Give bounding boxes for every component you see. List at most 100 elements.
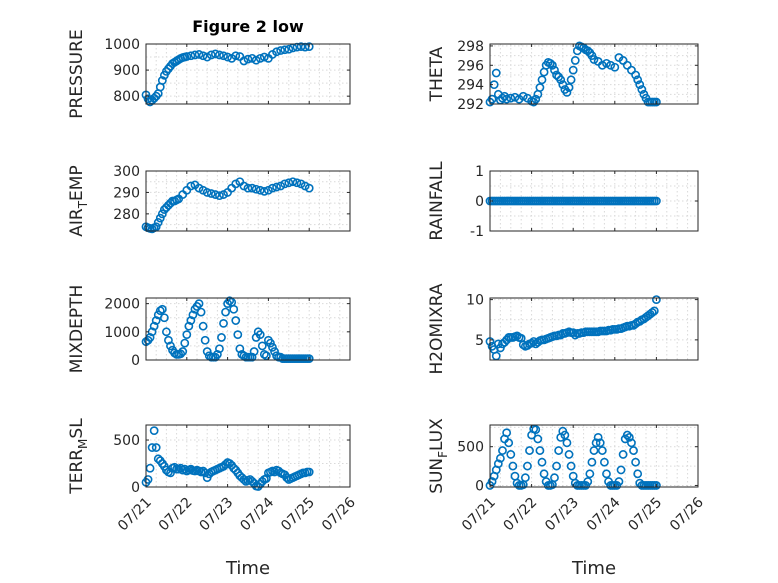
panel-6: 5 10 H2OMIXRA [427, 283, 699, 375]
x-tick-label: 07/21 [115, 495, 155, 535]
data-point [247, 183, 257, 193]
data-point [539, 469, 549, 479]
axes-frame [145, 424, 351, 488]
data-point [652, 295, 661, 305]
y-axis-label-rest: EMP [67, 165, 87, 201]
data-point [147, 443, 157, 452]
y-axis-label-rest: SL [67, 418, 87, 439]
data-point [182, 330, 192, 340]
y-tick-label: -1 [470, 224, 484, 240]
data-point [282, 473, 292, 483]
data-point [587, 457, 597, 467]
data-point [151, 222, 161, 232]
data-point [566, 75, 576, 85]
y-axis-label-main: TERR [67, 449, 87, 495]
x-tick-label: 07/25 [625, 495, 665, 535]
data-point [602, 58, 611, 68]
data-point [564, 450, 574, 459]
data-point [296, 42, 306, 52]
y-axis-label-rest: LUX [427, 418, 447, 451]
data-point [251, 184, 261, 194]
x-tick-label: 07/22 [156, 495, 196, 535]
data-point [566, 461, 576, 471]
y-axis-label-main: THETA [427, 46, 447, 102]
data-point [518, 91, 528, 101]
y-tick-label: 1000 [104, 325, 140, 341]
data-point [202, 347, 212, 356]
data-point [554, 446, 564, 455]
data-point [251, 55, 261, 65]
y-tick-label: 280 [113, 207, 140, 223]
y-axis-label-main: H2OMIXRA [427, 283, 447, 374]
data-point [221, 307, 230, 317]
data-point [202, 188, 212, 197]
data-point [602, 469, 611, 479]
data-point [498, 446, 507, 455]
y-axis-label-subscript: T [76, 200, 90, 209]
data-point [487, 94, 497, 104]
data-point [153, 218, 163, 227]
y-tick-label: 5 [475, 333, 484, 349]
data-point [143, 475, 153, 484]
axes-frame [489, 43, 699, 105]
data-point [292, 178, 302, 188]
data-point [595, 438, 605, 448]
data-point [210, 49, 220, 59]
data-point [647, 308, 657, 317]
data-point [535, 83, 545, 92]
data-point [231, 316, 241, 325]
data-point [556, 75, 566, 85]
x-tick-label: 07/25 [278, 495, 318, 535]
y-axis-label-main: PRESSURE [67, 29, 87, 118]
y-tick-label: 900 [113, 63, 140, 79]
data-point [537, 457, 547, 467]
data-point [210, 190, 220, 199]
data-point [272, 182, 281, 192]
data-point [255, 330, 265, 340]
data-point [570, 56, 580, 65]
data-point [170, 462, 179, 472]
data-point [206, 189, 216, 198]
y-axis-label: MIXDEPTH [67, 285, 87, 374]
axes-frame [145, 170, 351, 232]
axes-background [145, 43, 351, 105]
y-axis-label: PRESSURE [67, 29, 87, 118]
data-point [564, 83, 574, 92]
data-point [249, 347, 259, 356]
data-point [280, 45, 290, 55]
data-point [562, 87, 572, 97]
data-point [614, 477, 624, 486]
data-point [161, 327, 171, 337]
data-point [652, 97, 661, 107]
x-tick-label: 07/22 [501, 495, 541, 535]
data-point [288, 177, 298, 187]
y-axis-label-main: RAINFALL [427, 161, 447, 241]
y-tick-label: 298 [457, 39, 484, 55]
chart-title: Figure 2 low [192, 17, 304, 36]
data-point [583, 477, 593, 486]
data-point [180, 338, 190, 348]
data-point [502, 428, 512, 438]
data-point [268, 342, 277, 352]
data-point [157, 76, 167, 85]
data-point [550, 473, 559, 483]
data-point [272, 47, 281, 57]
y-tick-label: 2000 [104, 297, 140, 313]
data-point [523, 461, 532, 471]
data-point [200, 335, 210, 345]
data-point [182, 52, 192, 61]
data-point [304, 467, 314, 477]
data-point [510, 92, 520, 102]
data-point [200, 468, 210, 478]
data-point [215, 50, 224, 60]
data-point [284, 178, 294, 188]
data-point [198, 51, 208, 61]
data-point [155, 213, 165, 223]
data-point [548, 60, 557, 70]
data-point [568, 328, 578, 338]
data-point [633, 469, 643, 479]
data-point [589, 55, 599, 64]
data-point [276, 46, 286, 55]
axes-frame [489, 297, 699, 361]
data-point [178, 347, 188, 356]
